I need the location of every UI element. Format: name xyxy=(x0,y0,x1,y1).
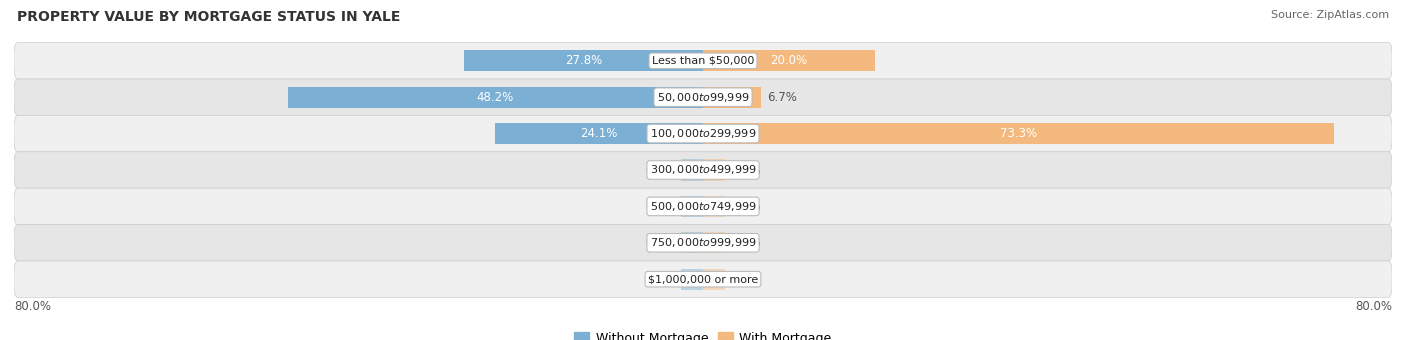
Legend: Without Mortgage, With Mortgage: Without Mortgage, With Mortgage xyxy=(569,327,837,340)
FancyBboxPatch shape xyxy=(14,261,1392,298)
Bar xyxy=(703,159,724,181)
Bar xyxy=(703,269,724,290)
Text: 20.0%: 20.0% xyxy=(770,54,807,67)
Text: $50,000 to $99,999: $50,000 to $99,999 xyxy=(657,91,749,104)
Bar xyxy=(682,269,703,290)
Text: 0.0%: 0.0% xyxy=(731,164,761,176)
FancyBboxPatch shape xyxy=(14,79,1392,115)
Text: 0.0%: 0.0% xyxy=(645,236,675,249)
Bar xyxy=(682,159,703,181)
Text: 24.1%: 24.1% xyxy=(581,127,617,140)
Text: 0.0%: 0.0% xyxy=(645,273,675,286)
Text: 0.0%: 0.0% xyxy=(645,200,675,213)
Text: 80.0%: 80.0% xyxy=(1355,300,1392,312)
FancyBboxPatch shape xyxy=(14,115,1392,152)
Text: 73.3%: 73.3% xyxy=(1000,127,1038,140)
Text: $100,000 to $299,999: $100,000 to $299,999 xyxy=(650,127,756,140)
FancyBboxPatch shape xyxy=(14,225,1392,261)
Text: 0.0%: 0.0% xyxy=(731,273,761,286)
FancyBboxPatch shape xyxy=(14,152,1392,188)
Text: $300,000 to $499,999: $300,000 to $499,999 xyxy=(650,164,756,176)
Bar xyxy=(703,50,875,71)
Bar xyxy=(288,87,703,108)
Text: 27.8%: 27.8% xyxy=(565,54,602,67)
Text: Less than $50,000: Less than $50,000 xyxy=(652,56,754,66)
Text: Source: ZipAtlas.com: Source: ZipAtlas.com xyxy=(1271,10,1389,20)
Text: 48.2%: 48.2% xyxy=(477,91,515,104)
Text: 0.0%: 0.0% xyxy=(731,200,761,213)
Bar xyxy=(495,123,703,144)
Text: 6.7%: 6.7% xyxy=(768,91,797,104)
Bar xyxy=(682,232,703,253)
Text: $500,000 to $749,999: $500,000 to $749,999 xyxy=(650,200,756,213)
Bar xyxy=(703,87,761,108)
Bar xyxy=(703,123,1334,144)
Bar xyxy=(703,196,724,217)
Bar xyxy=(464,50,703,71)
Text: 0.0%: 0.0% xyxy=(645,164,675,176)
FancyBboxPatch shape xyxy=(14,188,1392,225)
Text: 80.0%: 80.0% xyxy=(14,300,51,312)
Bar xyxy=(682,196,703,217)
Bar xyxy=(703,232,724,253)
Text: $1,000,000 or more: $1,000,000 or more xyxy=(648,274,758,284)
FancyBboxPatch shape xyxy=(14,42,1392,79)
Text: $750,000 to $999,999: $750,000 to $999,999 xyxy=(650,236,756,249)
Text: 0.0%: 0.0% xyxy=(731,236,761,249)
Text: PROPERTY VALUE BY MORTGAGE STATUS IN YALE: PROPERTY VALUE BY MORTGAGE STATUS IN YAL… xyxy=(17,10,401,24)
